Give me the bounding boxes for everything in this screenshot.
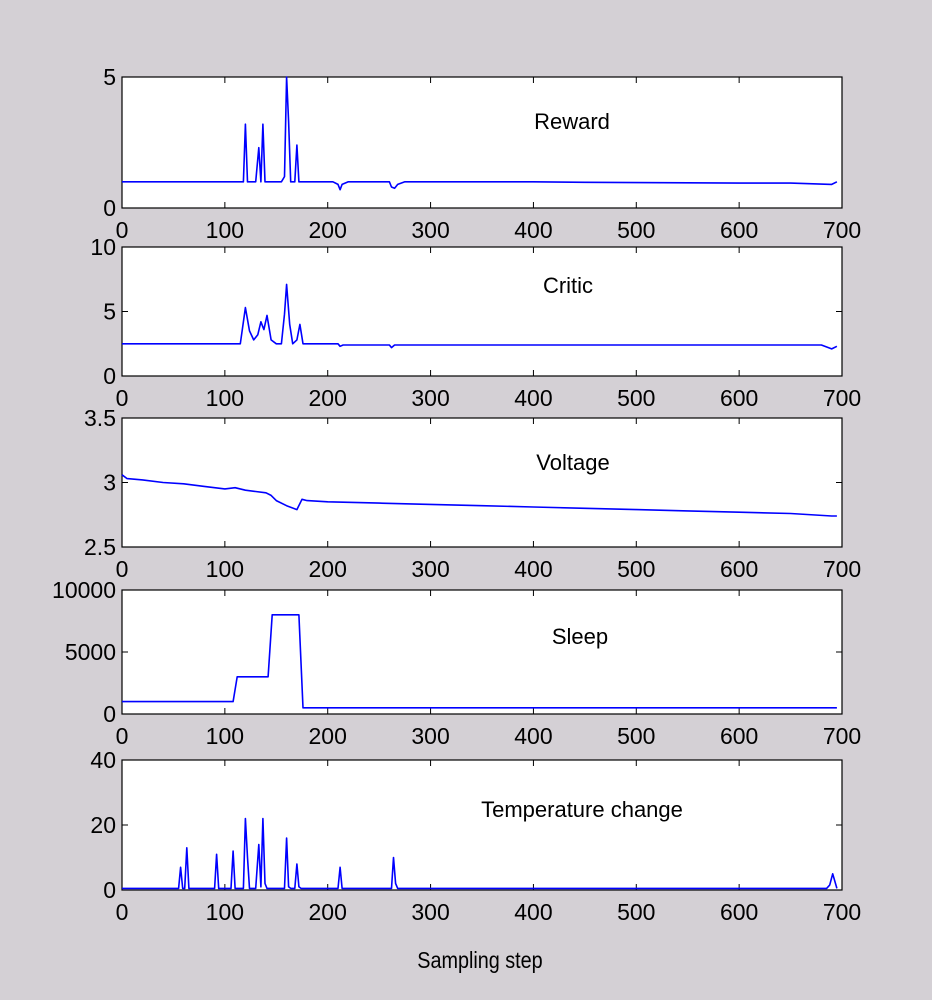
x-tick-label: 500 (617, 723, 655, 749)
x-tick-label: 400 (514, 385, 552, 411)
y-tick-label: 3.5 (84, 405, 116, 431)
x-tick-label: 200 (309, 385, 347, 411)
y-tick-label: 2.5 (84, 534, 116, 560)
x-tick-label: 300 (411, 217, 449, 243)
series-line (122, 817, 838, 890)
x-tick-label: 700 (823, 385, 861, 411)
panel-annotation: Critic (543, 273, 593, 298)
x-tick-label: 600 (720, 723, 758, 749)
axes-box (121, 76, 843, 209)
subplot-3: 0 100 200 300 400 500 600 700 2.5 3 3.5 Voltage (84, 405, 861, 582)
x-tick-label: 700 (823, 217, 861, 243)
x-tick-label: 0 (116, 723, 129, 749)
y-tick-label: 0 (103, 877, 116, 903)
x-tick-label: 600 (720, 556, 758, 582)
subplot-1: 0 100 200 300 400 500 600 700 0 5 Reward (103, 64, 861, 243)
x-axis-label: Sampling step (417, 948, 542, 974)
axes-box (121, 246, 843, 377)
x-tick-label: 100 (206, 723, 244, 749)
subplot-5: 0 100 200 300 400 500 600 700 0 20 40 Temperature c… (90, 747, 861, 925)
subplot-4: 0 100 200 300 400 500 600 700 0 5000 10000 Sleep (52, 577, 861, 749)
x-tick-label: 500 (617, 556, 655, 582)
x-tick-label: 200 (309, 556, 347, 582)
series-line (122, 283, 838, 350)
x-tick-label: 600 (720, 385, 758, 411)
x-tick-label: 300 (411, 385, 449, 411)
x-tick-label: 0 (116, 899, 129, 925)
x-tick-label: 200 (309, 899, 347, 925)
x-tick-label: 0 (116, 217, 129, 243)
x-tick-label: 500 (617, 899, 655, 925)
x-tick-label: 100 (206, 385, 244, 411)
y-tick-label: 5 (103, 64, 116, 90)
x-tick-label: 500 (617, 385, 655, 411)
axes-box (121, 417, 843, 548)
y-tick-label: 0 (103, 363, 116, 389)
y-tick-label: 10000 (52, 577, 116, 603)
axes-box (121, 759, 843, 891)
x-tick-label: 200 (309, 723, 347, 749)
x-tick-label: 400 (514, 556, 552, 582)
panel-annotation: Temperature change (481, 797, 683, 822)
y-tick-label: 5000 (65, 639, 116, 665)
panel-annotation: Reward (534, 109, 610, 134)
x-tick-label: 700 (823, 899, 861, 925)
panel-annotation: Sleep (552, 624, 608, 649)
x-tick-label: 0 (116, 556, 129, 582)
x-tick-label: 300 (411, 899, 449, 925)
series-line (122, 76, 838, 191)
x-tick-label: 100 (206, 217, 244, 243)
y-tick-label: 0 (103, 195, 116, 221)
x-tick-label: 600 (720, 899, 758, 925)
x-tick-label: 700 (823, 723, 861, 749)
x-tick-label: 400 (514, 899, 552, 925)
x-tick-label: 100 (206, 556, 244, 582)
x-tick-label: 300 (411, 556, 449, 582)
y-tick-label: 3 (103, 470, 116, 496)
x-tick-label: 200 (309, 217, 347, 243)
x-tick-label: 600 (720, 217, 758, 243)
series-line (121, 474, 837, 517)
x-tick-label: 100 (206, 899, 244, 925)
x-tick-label: 500 (617, 217, 655, 243)
y-tick-label: 20 (90, 812, 116, 838)
subplot-2: 0 100 200 300 400 500 600 700 0 5 10 Critic (90, 234, 861, 411)
y-tick-label: 40 (90, 747, 116, 773)
x-tick-label: 0 (116, 385, 129, 411)
x-tick-label: 300 (411, 723, 449, 749)
series-line (122, 613, 837, 709)
axes-box (121, 589, 843, 715)
x-tick-label: 400 (514, 723, 552, 749)
x-tick-label: 400 (514, 217, 552, 243)
y-tick-label: 0 (103, 701, 116, 727)
y-tick-label: 5 (103, 299, 116, 325)
y-tick-label: 10 (90, 234, 116, 260)
x-tick-label: 700 (823, 556, 861, 582)
panel-annotation: Voltage (536, 450, 609, 475)
